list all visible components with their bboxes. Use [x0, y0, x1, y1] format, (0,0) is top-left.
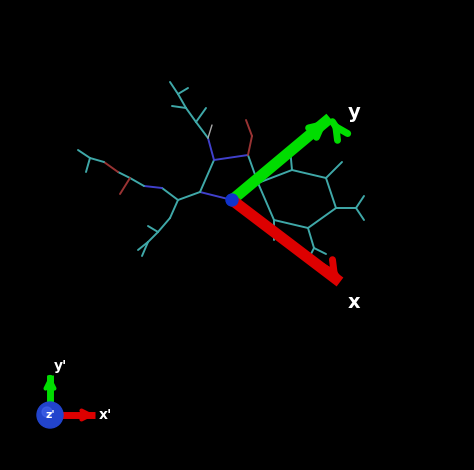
Text: x: x	[348, 292, 361, 312]
Text: y': y'	[54, 359, 67, 373]
Circle shape	[37, 402, 63, 428]
Text: z': z'	[45, 410, 55, 420]
Text: x': x'	[99, 408, 112, 422]
Text: y: y	[348, 102, 361, 122]
Circle shape	[42, 407, 52, 417]
Circle shape	[226, 194, 238, 206]
